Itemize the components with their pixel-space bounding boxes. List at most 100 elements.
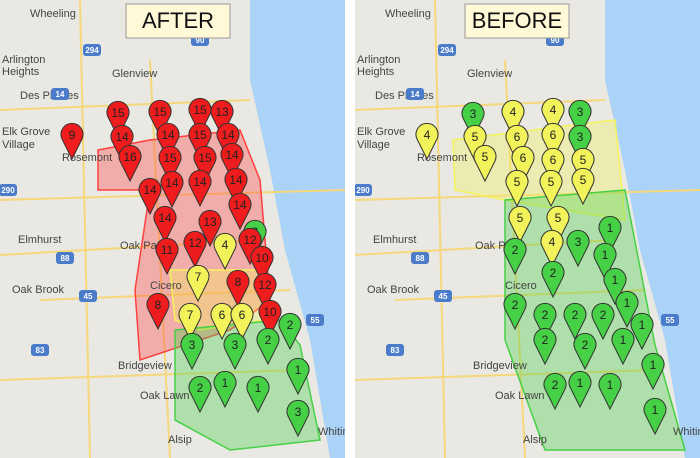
pin-label: 6 [550,128,557,142]
map-pin [278,312,302,351]
road-shield [355,184,372,196]
map-pin [591,302,615,341]
pin-label: 5 [514,175,521,189]
pin-label: 8 [235,275,242,289]
road-label: 55 [666,316,675,325]
map-pin [188,122,212,161]
pin-label: 15 [153,105,167,119]
pin-label: 6 [239,308,246,322]
map-pin [463,124,487,163]
pin-label: 1 [577,376,584,390]
map-pin [540,229,564,268]
map-pin [60,122,84,161]
place-label: Alsip [168,434,192,446]
pin-label: 12 [258,278,272,292]
road [355,369,656,381]
map-pin [106,100,130,139]
pin-label: 5 [482,150,489,164]
road-label: 90 [196,36,205,45]
map-pin [508,205,532,244]
pin-label: 5 [580,153,587,167]
pin-label: 1 [650,358,657,372]
place-label: Village [357,139,390,151]
pin-label: 6 [550,153,557,167]
pin-label: 10 [255,251,269,265]
road-shield [406,88,424,100]
pin-label: 2 [512,243,519,257]
road-shield [434,290,452,302]
road-label: 83 [391,346,400,355]
map-pin [223,332,247,371]
pin-label: 3 [470,107,477,121]
pin-label: 5 [472,130,479,144]
place-label: Elmhurst [373,234,416,246]
map-pin [533,302,557,341]
place-label: Wheeling [30,8,76,20]
pin-label: 14 [143,183,157,197]
road-shield [79,290,97,302]
map-pin [573,332,597,371]
map-pin [593,242,617,281]
map-pin [415,122,439,161]
road-shield [411,252,429,264]
pin-label: 5 [548,175,555,189]
pin-label: 1 [602,248,609,262]
pin-label: 15 [193,128,207,142]
pin-label: 12 [188,236,202,250]
pin-label: 15 [198,151,212,165]
road-label: 45 [439,292,448,301]
map-pin [541,147,565,186]
map-pin [566,229,590,268]
pin-label: 11 [161,243,174,257]
map-pin [568,99,592,138]
map-pin [256,327,280,366]
pin-label: 2 [512,298,519,312]
pin-label: 7 [187,308,194,322]
map-pin [541,260,565,299]
pin-label: 5 [555,211,562,225]
road-shield [306,314,324,326]
place-label: Cicero [505,280,537,292]
road-label: 90 [551,36,560,45]
pin-label: 4 [549,235,556,249]
pin-label: 15 [163,151,177,165]
road-shield [51,88,69,100]
place-label: Bridgeview [473,360,527,372]
map-pin [611,327,635,366]
pin-label: 6 [219,308,226,322]
map-pin [543,372,567,411]
pin-label: 12 [243,233,257,247]
place-label: Heights [2,66,40,78]
place-label: Oak Brook [12,284,64,296]
pin-label: 9 [69,128,76,142]
pin-label: 13 [203,215,217,229]
road-label: 88 [61,254,70,263]
map-pin [286,399,310,438]
map-pin [258,299,282,338]
pin-label: 1 [620,333,627,347]
place-label: Heights [357,66,395,78]
road-label: 88 [416,254,425,263]
pin-label: 2 [582,338,589,352]
pin-label: 1 [607,221,614,235]
road-label: 55 [311,316,320,325]
map-pin [198,209,222,248]
road-shield [386,344,404,356]
road-shield [0,184,17,196]
pin-label: 14 [193,175,207,189]
road [0,369,301,381]
pin-label: 3 [232,338,239,352]
place-label: Village [2,139,35,151]
map-pin [160,170,184,209]
pin-label: 8 [155,298,162,312]
map-pin [571,147,595,186]
map-pin [501,99,525,138]
pin-label: 10 [263,305,277,319]
pin-label: 3 [295,405,302,419]
pin-label: 15 [111,106,125,120]
map-pin [186,264,210,303]
map-pin [598,215,622,254]
map-pin [210,99,234,138]
map-pin [541,97,565,136]
